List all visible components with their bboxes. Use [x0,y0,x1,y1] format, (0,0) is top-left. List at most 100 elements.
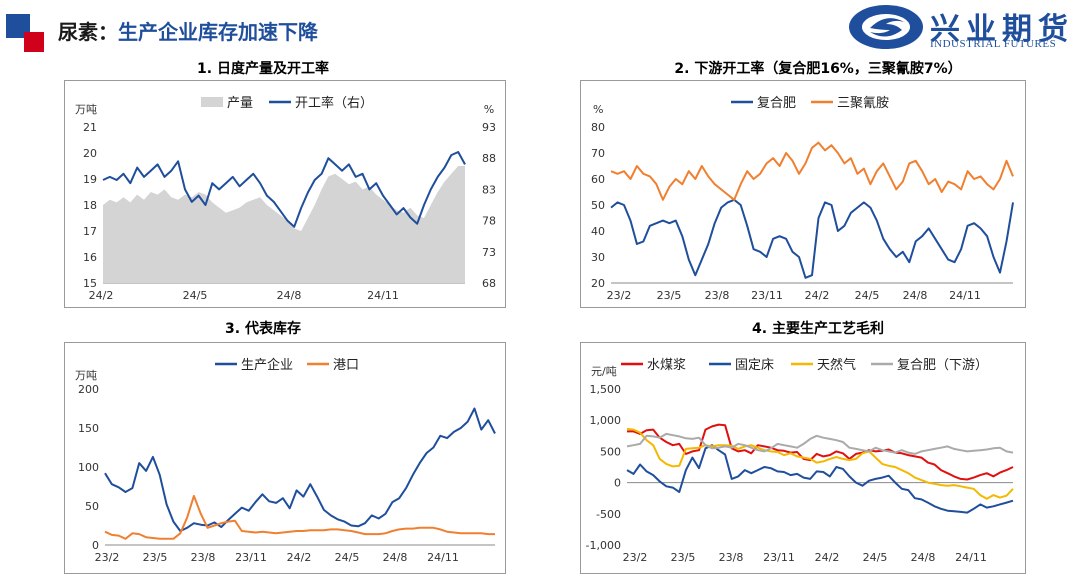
chart3-x-tick-label: 24/8 [383,551,408,564]
chart1-y2-tick-label: 68 [482,277,496,290]
chart2-y-tick-label: 50 [591,199,605,212]
chart2-x-tick-label: 23/2 [607,289,632,302]
chart1-y-tick-label: 15 [83,277,97,290]
chart4-x-tick-label: 23/5 [671,551,696,564]
chart3-legend-item-1-label: 生产企业 [241,357,293,373]
chart1-y2-tick-label: 73 [482,246,496,259]
chart2-y-tick-label: 80 [591,121,605,134]
chart1-y-tick-label: 19 [83,173,97,186]
chart1-series-2-line [102,151,466,228]
chart4-y-unit-label: 元/吨 [591,365,617,378]
chart2-legend-item-1-label: 复合肥 [757,96,796,111]
page-title: 尿素：生产企业库存加速下降 [58,16,318,45]
chart2-y-tick-label: 40 [591,225,605,238]
chart4-y-tick-label: 1,000 [590,414,622,427]
chart3-y-tick-label: 0 [92,539,99,552]
chart2-x-tick-label: 23/11 [751,289,783,302]
chart4-y-tick-label: -500 [596,508,621,521]
chart3-x-tick-label: 23/2 [95,551,120,564]
chart4-x-tick-label: 23/2 [623,551,648,564]
chart4-legend-item-4-label: 复合肥（下游） [897,358,988,373]
chart4-y-tick-label: 0 [614,477,621,490]
chart1-y-tick-label: 18 [83,199,97,212]
chart2-x-tick-label: 24/2 [805,289,830,302]
chart1-y2-tick-label: 83 [482,183,496,196]
chart1-y2-tick-label: 93 [482,121,496,134]
chart4-x-tick-label: 24/11 [955,551,987,564]
header-decor-red-square [24,32,44,52]
chart1-x-tick-label: 24/11 [367,289,399,302]
chart2-series-1-line [610,198,1014,279]
chart3-x-tick-label: 23/5 [143,551,168,564]
chart3-x-tick-label: 24/2 [287,551,312,564]
chart1-legend-item-2-label: 开工率（右） [295,95,373,111]
chart3-legend-item-2-label: 港口 [333,358,359,373]
chart1-svg: 万吨 % 21 20 19 18 17 16 15 93 88 83 78 73 68 24/2 24/5 24/… [75,95,496,302]
chart1-y2-unit-label: % [484,103,494,116]
chart2-y-tick-label: 30 [591,251,605,264]
chart1-series-1-area [103,166,465,283]
chart4-title: 4. 主要生产工艺毛利 [752,321,884,337]
chart4-legend-item-1-label: 水煤浆 [647,358,686,373]
chart2-y-unit-label: % [593,103,603,116]
chart3-title: 3. 代表库存 [225,321,301,337]
chart4-x-tick-label: 24/5 [863,551,888,564]
chart3-x-tick-label: 23/11 [235,551,267,564]
chart3-x-tick-label: 24/11 [427,551,459,564]
chart4-legend-item-2-label: 固定床 [735,358,774,373]
chart2-y-tick-label: 60 [591,173,605,186]
chart1-y-tick-label: 17 [83,225,97,238]
chart3-y-tick-label: 200 [78,383,99,396]
chart4-x-tick-label: 23/11 [763,551,795,564]
company-name-en: INDUSTRIAL FUTURES [930,38,1057,50]
chart4-x-tick-label: 23/8 [719,551,744,564]
chart4-series-2-line [626,444,1014,514]
chart2-x-tick-label: 24/8 [903,289,928,302]
chart1-legend-item-1-swatch [201,97,223,107]
chart3-y-unit-label: 万吨 [75,369,97,382]
chart2-legend-item-2-label: 三聚氰胺 [837,95,889,111]
chart1-x-tick-label: 24/2 [89,289,114,302]
chart1-y2-tick-label: 78 [482,215,496,228]
chart1-y2-tick-label: 88 [482,152,496,165]
chart3-series-1-line [104,407,496,532]
chart4-series-3-line [626,427,1014,500]
chart1-y-tick-label: 20 [83,147,97,160]
chart1-y-unit-label: 万吨 [75,103,97,116]
chart2-title: 2. 下游开工率（复合肥16%，三聚氰胺7%） [674,61,962,77]
page-title-prefix: 尿素： [58,20,118,44]
page-title-main: 生产企业库存加速下降 [118,20,318,44]
chart3-x-tick-label: 23/8 [191,551,216,564]
chart1-y-tick-label: 21 [83,121,97,134]
chart1-panel: 万吨% 21 20 19 18 17 16 15 93 88 83 78 73 68 24/2 24/5 24/… [64,80,506,308]
chart1-legend-item-1-label: 产量 [227,96,253,111]
chart4-x-tick-label: 24/2 [815,551,840,564]
chart2-x-tick-label: 24/5 [855,289,880,302]
chart3-panel: 万吨 200 150 100 50 0 23/2 23/5 23/8 23/11 24/2 24/5 2… [64,342,506,574]
chart4-series-4-line [626,432,1014,455]
chart3-series-2-line [104,494,495,540]
chart3-y-tick-label: 100 [78,461,99,474]
chart1-x-tick-label: 24/8 [277,289,302,302]
chart4-x-tick-label: 24/8 [911,551,936,564]
chart1-title: 1. 日度产量及开工率 [197,61,329,77]
chart1-x-tick-label: 24/5 [183,289,208,302]
chart2-y-tick-label: 70 [591,147,605,160]
chart4-legend-item-3-label: 天然气 [817,357,856,373]
chart4-y-tick-label: 500 [600,445,621,458]
chart4-series-1-line [627,423,1014,481]
chart3-y-tick-label: 150 [78,422,99,435]
chart3-x-tick-label: 24/5 [335,551,360,564]
chart4-y-tick-label: 1,500 [590,383,622,396]
company-name-cn: 兴业期货 [930,12,1074,47]
chart2-series-2-line [610,141,1014,201]
chart2-x-tick-label: 24/11 [949,289,981,302]
company-logo-icon [849,5,923,49]
chart4-y-tick-label: -1,000 [586,539,621,552]
company-logo: 兴业期货 INDUSTRIAL FUTURES [846,2,1078,52]
chart3-y-tick-label: 50 [85,500,99,513]
chart2-y-tick-label: 20 [591,277,605,290]
